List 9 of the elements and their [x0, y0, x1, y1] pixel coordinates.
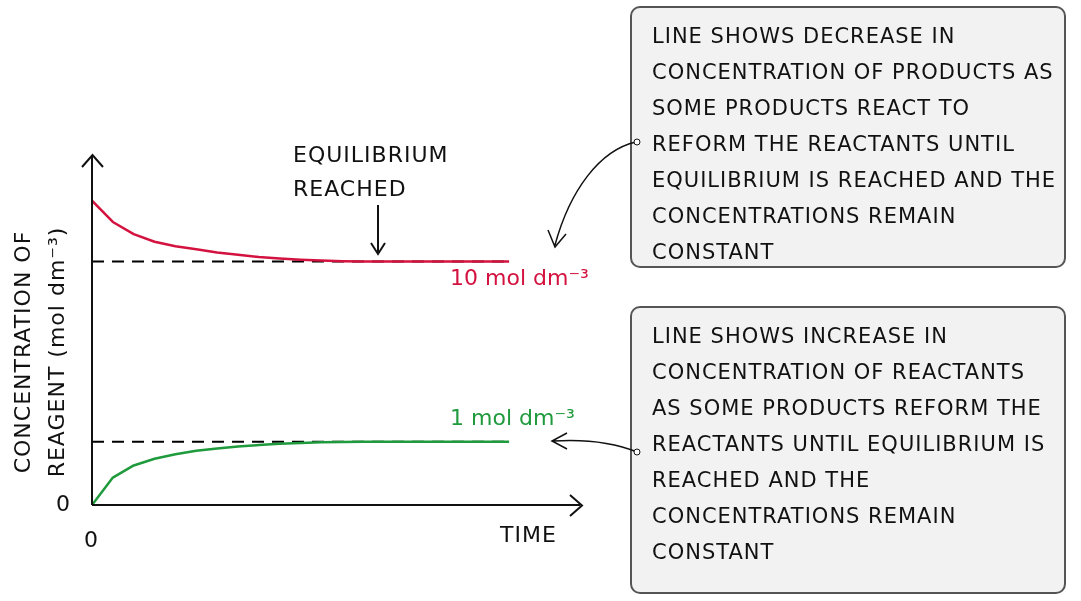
text: 0 [84, 527, 99, 552]
text: LINE SHOWS DECREASE IN CONCENTRATION OF PRODUCTS AS SOME PRODUCTS REACT TO REFORM THE REACTANTS UNTIL EQUILIBRIUM IS REACHED AND THE CONCENTRATIONS REMAIN CONSTANT [630, 6, 1066, 268]
series-label: 10 mol dm⁻³ [450, 265, 589, 290]
annotation: EQUILIBRIUM REACHED [293, 141, 450, 203]
text: 0 [56, 491, 71, 516]
text: LINE SHOWS INCREASE IN CONCENTRATION OF REACTANTS AS SOME PRODUCTS REFORM THE REACTANTS UNTIL EQUILIBRIUM IS REACHED AND THE CONCENTRATIONS REMAIN CONSTANT [630, 306, 1066, 594]
series-label: 1 mol dm⁻³ [450, 405, 575, 430]
y-axis-title: CONCENTRATION OF REAGENT (mol dm⁻³) [10, 226, 69, 478]
x-axis-title: TIME [500, 522, 557, 547]
